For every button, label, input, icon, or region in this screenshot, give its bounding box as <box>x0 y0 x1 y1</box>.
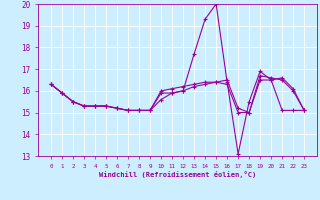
X-axis label: Windchill (Refroidissement éolien,°C): Windchill (Refroidissement éolien,°C) <box>99 171 256 178</box>
